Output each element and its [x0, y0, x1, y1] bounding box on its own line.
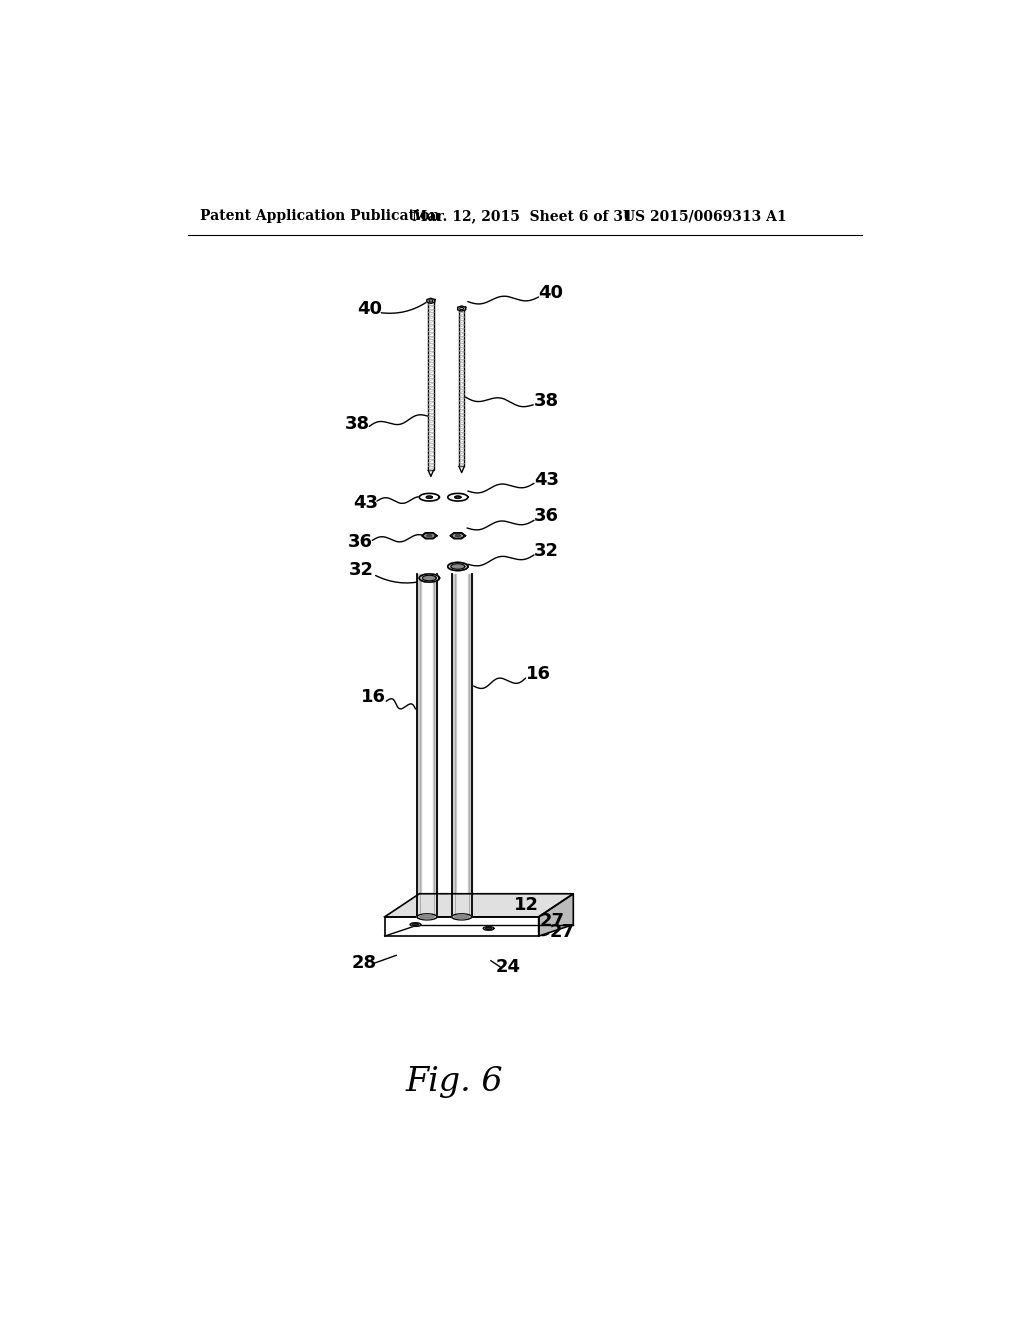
Text: 16: 16 [360, 689, 386, 706]
Text: 43: 43 [534, 471, 559, 490]
Bar [428, 301, 433, 470]
Polygon shape [422, 576, 436, 581]
Polygon shape [420, 915, 434, 919]
Polygon shape [422, 576, 436, 581]
Polygon shape [447, 562, 468, 570]
Polygon shape [458, 306, 466, 312]
Text: Mar. 12, 2015  Sheet 6 of 31: Mar. 12, 2015 Sheet 6 of 31 [412, 209, 633, 223]
Text: 36: 36 [534, 507, 559, 525]
Polygon shape [451, 564, 465, 569]
Bar [459, 309, 464, 466]
Text: 32: 32 [534, 543, 559, 560]
Polygon shape [426, 496, 432, 499]
Polygon shape [485, 928, 492, 929]
Polygon shape [447, 494, 468, 502]
Polygon shape [427, 535, 432, 537]
Polygon shape [422, 533, 437, 539]
Polygon shape [452, 913, 472, 920]
Polygon shape [427, 298, 435, 304]
Polygon shape [539, 894, 573, 936]
Text: US 2015/0069313 A1: US 2015/0069313 A1 [624, 209, 787, 223]
Text: Patent Application Publication: Patent Application Publication [200, 209, 439, 223]
Polygon shape [451, 533, 466, 539]
Text: 27: 27 [549, 923, 574, 941]
Text: 40: 40 [356, 300, 382, 318]
Text: 27: 27 [540, 912, 565, 929]
Polygon shape [417, 913, 437, 920]
Polygon shape [413, 924, 419, 925]
Polygon shape [451, 564, 465, 569]
Polygon shape [385, 894, 573, 917]
Polygon shape [456, 535, 460, 537]
Polygon shape [455, 496, 461, 499]
Text: 12: 12 [514, 896, 539, 915]
Polygon shape [419, 574, 439, 582]
Polygon shape [385, 917, 539, 936]
Text: Fig. 6: Fig. 6 [406, 1067, 503, 1098]
Polygon shape [447, 562, 468, 570]
Text: 38: 38 [534, 392, 559, 411]
Text: 36: 36 [347, 533, 373, 550]
Polygon shape [483, 927, 494, 931]
Text: 43: 43 [353, 495, 378, 512]
Polygon shape [419, 574, 439, 582]
Text: 32: 32 [349, 561, 374, 579]
Text: 24: 24 [496, 958, 520, 975]
Polygon shape [455, 915, 469, 919]
Text: 38: 38 [345, 414, 371, 433]
Text: 28: 28 [351, 954, 377, 972]
Text: 40: 40 [538, 284, 563, 302]
Polygon shape [410, 923, 421, 927]
Text: 16: 16 [526, 665, 551, 684]
Polygon shape [419, 494, 439, 502]
